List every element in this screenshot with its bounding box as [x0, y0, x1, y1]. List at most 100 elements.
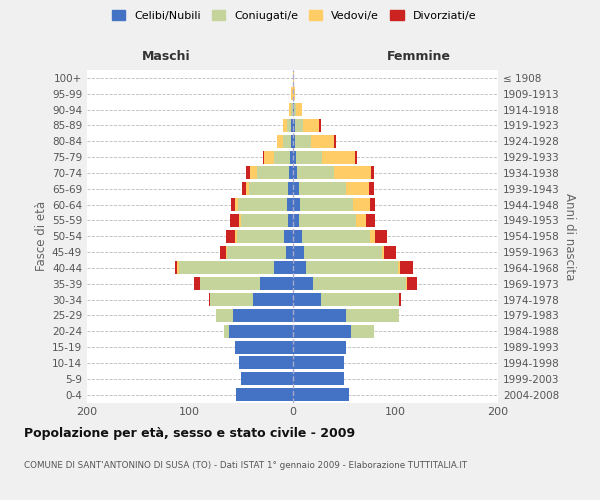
- Bar: [293, 246, 304, 258]
- Text: Maschi: Maschi: [142, 50, 190, 62]
- Bar: [346, 309, 400, 322]
- Bar: [334, 166, 371, 179]
- Bar: [239, 356, 293, 370]
- Bar: [334, 135, 335, 147]
- Bar: [293, 182, 299, 195]
- Bar: [293, 340, 346, 353]
- Bar: [296, 103, 302, 116]
- Bar: [241, 372, 293, 385]
- Bar: [289, 182, 293, 195]
- Bar: [303, 119, 319, 132]
- Bar: [293, 356, 344, 370]
- Bar: [253, 293, 293, 306]
- Bar: [293, 135, 295, 147]
- Bar: [289, 103, 292, 116]
- Bar: [239, 214, 241, 227]
- Bar: [211, 293, 253, 306]
- Bar: [209, 293, 211, 306]
- Bar: [384, 246, 396, 258]
- Bar: [231, 198, 235, 211]
- Bar: [299, 214, 356, 227]
- Bar: [292, 135, 293, 147]
- Bar: [229, 325, 293, 338]
- Bar: [284, 230, 293, 242]
- Bar: [346, 182, 368, 195]
- Text: Popolazione per età, sesso e stato civile - 2009: Popolazione per età, sesso e stato civil…: [24, 428, 355, 440]
- Bar: [287, 119, 292, 132]
- Bar: [246, 166, 250, 179]
- Bar: [299, 182, 346, 195]
- Bar: [375, 230, 387, 242]
- Bar: [293, 325, 351, 338]
- Y-axis label: Fasce di età: Fasce di età: [35, 201, 48, 272]
- Bar: [290, 150, 293, 164]
- Bar: [293, 119, 295, 132]
- Bar: [274, 150, 290, 164]
- Bar: [293, 214, 299, 227]
- Legend: Celibi/Nubili, Coniugati/e, Vedovi/e, Divorziati/e: Celibi/Nubili, Coniugati/e, Vedovi/e, Di…: [107, 6, 481, 25]
- Bar: [179, 262, 274, 274]
- Bar: [302, 230, 370, 242]
- Bar: [283, 119, 287, 132]
- Y-axis label: Anni di nascita: Anni di nascita: [563, 192, 576, 280]
- Bar: [292, 103, 293, 116]
- Bar: [296, 166, 334, 179]
- Bar: [242, 182, 246, 195]
- Bar: [353, 198, 370, 211]
- Bar: [238, 198, 287, 211]
- Bar: [293, 309, 346, 322]
- Bar: [227, 246, 286, 258]
- Bar: [274, 262, 293, 274]
- Bar: [246, 182, 250, 195]
- Bar: [220, 246, 226, 258]
- Bar: [286, 246, 293, 258]
- Bar: [263, 150, 264, 164]
- Bar: [295, 135, 311, 147]
- Bar: [260, 278, 293, 290]
- Bar: [406, 278, 407, 290]
- Bar: [237, 230, 284, 242]
- Bar: [313, 278, 406, 290]
- Bar: [400, 293, 401, 306]
- Bar: [233, 309, 293, 322]
- Bar: [293, 230, 302, 242]
- Bar: [293, 293, 321, 306]
- Bar: [293, 166, 296, 179]
- Bar: [241, 214, 289, 227]
- Bar: [304, 246, 382, 258]
- Bar: [292, 88, 293, 100]
- Bar: [351, 325, 374, 338]
- Bar: [398, 262, 400, 274]
- Bar: [400, 262, 413, 274]
- Bar: [226, 230, 235, 242]
- Bar: [407, 278, 417, 290]
- Bar: [235, 230, 237, 242]
- Bar: [230, 214, 239, 227]
- Bar: [293, 278, 313, 290]
- Bar: [226, 246, 227, 258]
- Bar: [277, 135, 283, 147]
- Bar: [311, 135, 334, 147]
- Bar: [293, 88, 295, 100]
- Bar: [382, 246, 384, 258]
- Bar: [224, 325, 229, 338]
- Bar: [257, 166, 289, 179]
- Bar: [289, 166, 293, 179]
- Bar: [235, 340, 293, 353]
- Bar: [296, 150, 322, 164]
- Bar: [356, 214, 367, 227]
- Bar: [250, 182, 289, 195]
- Bar: [293, 198, 299, 211]
- Bar: [292, 119, 293, 132]
- Bar: [289, 214, 293, 227]
- Bar: [293, 262, 306, 274]
- Bar: [264, 150, 274, 164]
- Bar: [200, 278, 260, 290]
- Bar: [250, 166, 257, 179]
- Bar: [319, 119, 321, 132]
- Bar: [371, 166, 374, 179]
- Bar: [370, 230, 375, 242]
- Bar: [293, 150, 296, 164]
- Bar: [236, 388, 293, 401]
- Text: Femmine: Femmine: [387, 50, 451, 62]
